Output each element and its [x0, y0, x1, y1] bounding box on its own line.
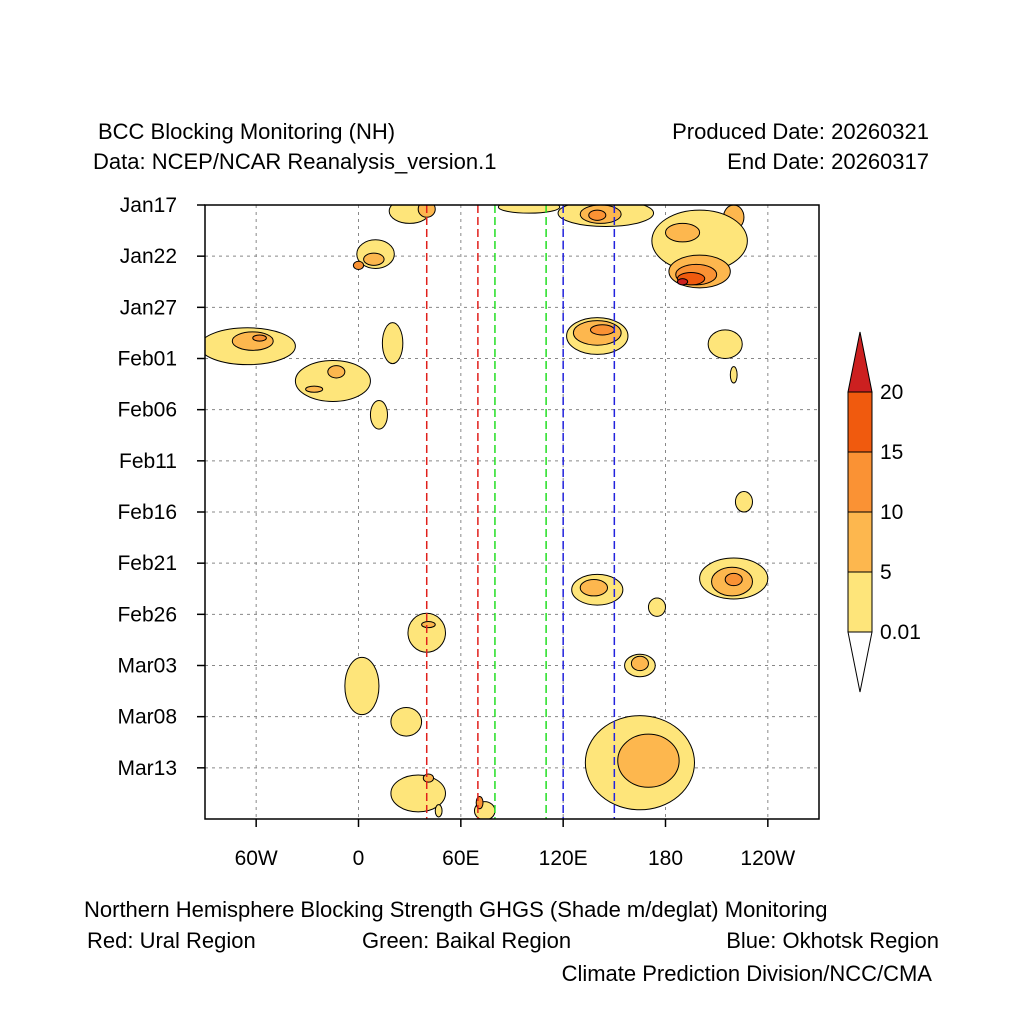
x-tick-label: 60W: [235, 847, 278, 870]
colorbar-label: 15: [880, 441, 903, 464]
contour-region-39: [630, 655, 649, 672]
y-tick-label: Jan22: [120, 245, 177, 268]
contour-region-15: [676, 278, 689, 286]
gridlines: [205, 204, 819, 819]
y-tick-label: Feb01: [117, 348, 177, 371]
contour-region-44: [390, 774, 446, 813]
legend-red-region: Red: Ural Region: [87, 928, 256, 953]
chart-title: BCC Blocking Monitoring (NH): [98, 119, 396, 144]
y-tick-label: Feb26: [117, 603, 177, 626]
contour-region-40: [344, 656, 380, 716]
y-tick-label: Jan17: [120, 194, 177, 217]
y-tick-label: Feb11: [119, 450, 177, 473]
contour-region-19: [381, 322, 404, 365]
contour-region-11: [665, 222, 701, 243]
contour-region-27: [305, 385, 324, 393]
end-date: End Date: 20260317: [727, 149, 929, 174]
contour-region-37: [421, 620, 436, 629]
colorbar-band: [847, 571, 873, 633]
contour-region-46: [434, 804, 443, 818]
contour-region-45: [422, 773, 435, 783]
contour-region-23: [707, 329, 743, 360]
legend-blue-region: Blue: Okhotsk Region: [726, 928, 939, 953]
x-tick-label: 180: [648, 847, 683, 870]
x-tick-label: 60E: [442, 847, 479, 870]
colorbar-label: 20: [880, 381, 903, 404]
contour-region-22: [589, 324, 615, 336]
blocking-contours: [205, 205, 769, 819]
y-tick-label: Mar03: [117, 655, 177, 678]
y-tick-label: Jan27: [120, 296, 177, 319]
contour-region-18: [252, 334, 267, 342]
contour-region-17: [231, 331, 274, 351]
data-source: Data: NCEP/NCAR Reanalysis_version.1: [93, 149, 497, 174]
contour-region-29: [734, 491, 753, 513]
colorbar-label: 10: [880, 501, 903, 524]
colorbar-band: [847, 391, 873, 453]
contour-region-32: [724, 572, 743, 587]
colorbar-label: 0.01: [880, 621, 921, 644]
contour-region-3: [363, 252, 385, 266]
contour-region-28: [369, 399, 388, 430]
chart-description: Northern Hemisphere Blocking Strength GH…: [84, 897, 828, 922]
contour-region-35: [647, 597, 667, 617]
credit-line: Climate Prediction Division/NCC/CMA: [561, 961, 932, 986]
contour-region-34: [579, 579, 609, 597]
contour-region-4: [352, 260, 365, 270]
region-lines: [425, 205, 616, 819]
colorbar: 0.01 5 10 15 20: [847, 331, 921, 693]
contour-region-24: [729, 366, 738, 384]
x-tick-label: 0: [353, 847, 365, 870]
produced-date: Produced Date: 20260321: [672, 119, 929, 144]
colorbar-label: 5: [880, 561, 892, 584]
y-tick-label: Feb21: [117, 552, 177, 575]
y-tick-label: Mar13: [117, 757, 177, 780]
contour-region-43: [617, 733, 680, 788]
contour-region-26: [327, 365, 346, 379]
x-tick-label: 120E: [539, 847, 588, 870]
x-tick-label: 120W: [740, 847, 795, 870]
y-tick-label: Mar08: [117, 706, 177, 729]
legend-green-region: Green: Baikal Region: [362, 928, 572, 953]
colorbar-band: [847, 451, 873, 513]
contour-region-41: [390, 706, 423, 737]
axes: 60W 0 60E 120E 180 120W Jan17 Jan22 Jan27 Feb01 Fe…: [117, 194, 795, 870]
colorbar-max-arrow: [847, 331, 873, 393]
contour-region-8: [588, 209, 607, 221]
colorbar-band: [847, 511, 873, 573]
y-tick-label: Feb16: [117, 501, 177, 524]
contour-region-5: [497, 205, 561, 214]
y-tick-label: Feb06: [117, 399, 177, 422]
colorbar-min-arrow: [847, 631, 873, 693]
